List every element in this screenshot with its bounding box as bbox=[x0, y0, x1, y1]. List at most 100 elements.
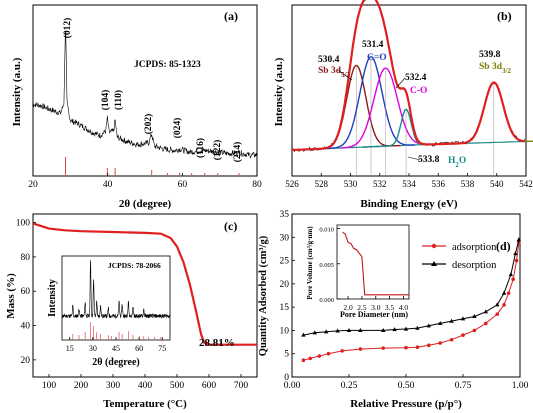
peak-name-subscript: 3/2 bbox=[502, 67, 511, 75]
panel-c-y-tick-label: 100 bbox=[16, 219, 31, 229]
panel-d-ylabel: Quantity Adsorbed (cm³/g) bbox=[258, 235, 269, 356]
panel-a-xlabel: 2θ (degree) bbox=[119, 198, 172, 210]
desorption-point bbox=[449, 318, 454, 323]
peak-label: (012) bbox=[62, 18, 73, 39]
panel-b-x-tick-label: 530 bbox=[344, 179, 358, 189]
panel-c-x-tick-label: 600 bbox=[202, 381, 217, 391]
panel-b-frame bbox=[291, 4, 527, 177]
panel-d-inset-y-tick-label: 0.005 bbox=[319, 262, 334, 269]
panel-c-ylabel: Mass (%) bbox=[5, 273, 17, 319]
adsorption-point bbox=[472, 328, 477, 333]
adsorption-point bbox=[381, 346, 386, 350]
peak-value-label: 532.4 bbox=[405, 73, 427, 83]
desorption-point bbox=[312, 330, 317, 335]
peak-value-label: 533.8 bbox=[418, 155, 440, 165]
panel-d-ylabel-text: Quantity Adsorbed (cm³/g) bbox=[258, 235, 269, 356]
peak-name-label: C=O bbox=[367, 53, 387, 63]
adsorption-point bbox=[449, 337, 454, 342]
panel-a-frame bbox=[32, 4, 258, 177]
desorption-line bbox=[303, 239, 520, 336]
adsorption-point bbox=[438, 341, 443, 345]
desorption-point bbox=[495, 302, 500, 307]
panel-c-inset-x-tick-label: 30 bbox=[89, 344, 97, 353]
panel-c-inset-xlabel: 2θ (degree) bbox=[92, 357, 140, 368]
adsorption-point bbox=[326, 351, 331, 356]
panel-a-ylabel: Intensity (a.u.) bbox=[11, 57, 23, 126]
legend-desorption-label: desorption bbox=[452, 260, 497, 271]
panel-c-xlabel: Temperature (°C) bbox=[103, 398, 187, 410]
panel-b-peak-labels: 530.4Sb 3d5/2 531.4 C=O 532.4 C-O 533.8 H2O 539… bbox=[318, 40, 511, 169]
desorption-point bbox=[472, 314, 477, 319]
adsorption-point bbox=[340, 349, 344, 353]
desorption-point bbox=[426, 323, 431, 328]
adsorption-point bbox=[358, 347, 363, 351]
panel-d-x-tick-label: 1.00 bbox=[512, 381, 529, 391]
panel-d-x-tick-label: 0.00 bbox=[284, 381, 301, 391]
adsorption-point bbox=[502, 303, 506, 307]
peak-name-label: H2O bbox=[448, 156, 466, 169]
panel-c-inset: JCPDS: 78-2066 Intensity 2θ (degree) 15 3… bbox=[47, 255, 171, 368]
panel-d-y-tick-label: 35 bbox=[280, 210, 290, 220]
desorption-point bbox=[501, 290, 507, 295]
panel-d-y-tick-label: 20 bbox=[280, 280, 290, 290]
panel-a-peak-labels: (012) (104) (110) (202) (024) (116) (122) (214) bbox=[62, 18, 243, 163]
panel-d-inset-xlabel: Pore Diameter (nm) bbox=[340, 310, 408, 319]
panel-d-inset-x-tick-label: 4.0 bbox=[399, 303, 409, 312]
panel-d-y-tick-label: 15 bbox=[280, 303, 290, 313]
panel-c-inset-ticks: 15 30 45 60 75 bbox=[66, 337, 166, 353]
legend-desorption-marker bbox=[431, 261, 437, 266]
desorption-point bbox=[403, 326, 409, 331]
adsorption-point bbox=[461, 333, 465, 337]
panel-a-x-tick-label: 60 bbox=[178, 180, 188, 190]
legend-adsorption-label: adsorption bbox=[452, 242, 497, 253]
panel-d-inset-x-tick-label: 2.0 bbox=[343, 303, 353, 312]
panel-d-y-tick-label: 5 bbox=[284, 350, 289, 360]
panel-d-y-tick-label: 0 bbox=[284, 373, 289, 383]
pore-distribution-line bbox=[342, 231, 409, 296]
peak-label: (104) bbox=[100, 90, 111, 111]
peak-label: (214) bbox=[232, 142, 243, 163]
panel-b-xlabel: Binding Energy (eV) bbox=[360, 198, 458, 210]
panel-d-x-tick-label: 0.75 bbox=[455, 381, 472, 391]
leader-line bbox=[407, 156, 421, 161]
panel-c-ticks: 100 200 300 400 500 600 700 20 40 60 80 100 bbox=[16, 219, 249, 391]
panel-d: (d) Quantity Adsorbed (cm³/g) Relative P… bbox=[258, 210, 529, 410]
panel-b-marks bbox=[291, 0, 533, 176]
panel-c-y-tick-label: 40 bbox=[21, 322, 31, 332]
adsorption-point bbox=[415, 345, 420, 349]
adsorption-point bbox=[301, 358, 306, 363]
desorption-point bbox=[483, 309, 488, 314]
panel-d-inset-y-tick-label: 0.010 bbox=[319, 227, 334, 234]
panel-c-annotation: 28.81% bbox=[199, 337, 235, 349]
peak-label: (202) bbox=[143, 114, 154, 135]
panel-d-y-tick-label: 10 bbox=[280, 326, 290, 336]
peak-label: (116) bbox=[195, 138, 206, 158]
panel-d-inset-ylabel: Pore Volume (cm³/g·nm) bbox=[306, 226, 314, 300]
panel-d-inset: Pore Volume (cm³/g·nm) Pore Diameter (nm… bbox=[306, 224, 410, 319]
panel-a-marks bbox=[32, 30, 257, 175]
peak-value-label: 531.4 bbox=[362, 40, 384, 50]
panel-a-label: (a) bbox=[224, 9, 238, 23]
panel-d-x-tick-label: 0.50 bbox=[398, 381, 415, 391]
panel-d-inset-ticks: 2.0 2.5 3.0 3.5 4.0 0.000 0.005 0.010 bbox=[319, 227, 408, 312]
panel-d-inset-frame bbox=[336, 224, 410, 300]
panel-d-y-tick-label: 30 bbox=[280, 233, 290, 243]
desorption-point bbox=[516, 237, 522, 242]
desorption-point bbox=[381, 328, 386, 333]
desorption-point bbox=[324, 329, 329, 334]
peak-name-label: Sb 3d3/2 bbox=[479, 62, 511, 75]
panel-d-xlabel: Relative Pressure (p/p°) bbox=[350, 398, 462, 410]
desorption-point bbox=[460, 316, 466, 321]
panel-b-x-tick-label: 542 bbox=[519, 179, 533, 189]
panel-c-label: (c) bbox=[224, 219, 237, 233]
component-sb3d32 bbox=[449, 81, 533, 145]
xps-envelope bbox=[292, 0, 525, 152]
desorption-point bbox=[392, 327, 397, 332]
panel-d-x-tick-label: 0.25 bbox=[341, 381, 358, 391]
panel-b-x-tick-label: 528 bbox=[315, 179, 329, 189]
panel-d-y-tick-label: 25 bbox=[280, 257, 290, 267]
desorption-point bbox=[513, 251, 518, 256]
panel-c-inset-x-tick-label: 45 bbox=[112, 344, 120, 353]
adsorption-point bbox=[495, 312, 500, 316]
